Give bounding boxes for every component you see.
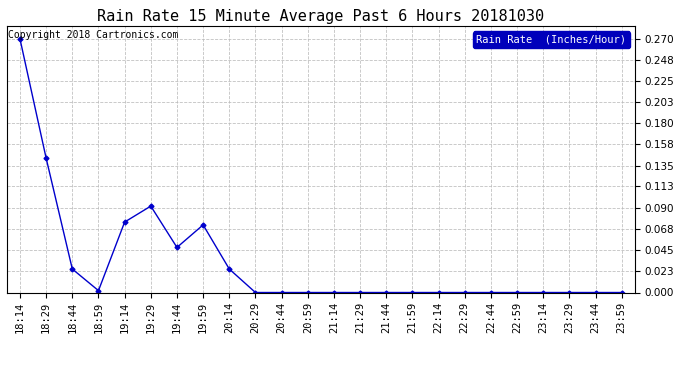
Text: Copyright 2018 Cartronics.com: Copyright 2018 Cartronics.com <box>8 30 178 40</box>
Rain Rate  (Inches/Hour) <box>513 290 521 295</box>
Line: Rain Rate  (Inches/Hour): Rain Rate (Inches/Hour) <box>18 37 624 294</box>
Rain Rate  (Inches/Hour) <box>304 290 312 295</box>
Rain Rate  (Inches/Hour) <box>95 288 103 293</box>
Rain Rate  (Inches/Hour) <box>121 220 129 224</box>
Rain Rate  (Inches/Hour) <box>461 290 469 295</box>
Rain Rate  (Inches/Hour) <box>225 267 233 271</box>
Rain Rate  (Inches/Hour) <box>356 290 364 295</box>
Rain Rate  (Inches/Hour) <box>591 290 600 295</box>
Rain Rate  (Inches/Hour) <box>565 290 573 295</box>
Rain Rate  (Inches/Hour) <box>486 290 495 295</box>
Rain Rate  (Inches/Hour) <box>435 290 443 295</box>
Rain Rate  (Inches/Hour) <box>251 290 259 295</box>
Rain Rate  (Inches/Hour) <box>539 290 547 295</box>
Rain Rate  (Inches/Hour) <box>618 290 626 295</box>
Rain Rate  (Inches/Hour) <box>172 245 181 250</box>
Title: Rain Rate 15 Minute Average Past 6 Hours 20181030: Rain Rate 15 Minute Average Past 6 Hours… <box>97 9 544 24</box>
Rain Rate  (Inches/Hour) <box>199 223 207 227</box>
Rain Rate  (Inches/Hour) <box>16 37 24 41</box>
Rain Rate  (Inches/Hour) <box>330 290 338 295</box>
Rain Rate  (Inches/Hour) <box>147 204 155 209</box>
Rain Rate  (Inches/Hour) <box>382 290 391 295</box>
Rain Rate  (Inches/Hour) <box>277 290 286 295</box>
Rain Rate  (Inches/Hour) <box>42 156 50 160</box>
Rain Rate  (Inches/Hour) <box>68 267 77 271</box>
Rain Rate  (Inches/Hour) <box>408 290 417 295</box>
Legend: Rain Rate  (Inches/Hour): Rain Rate (Inches/Hour) <box>473 32 629 48</box>
